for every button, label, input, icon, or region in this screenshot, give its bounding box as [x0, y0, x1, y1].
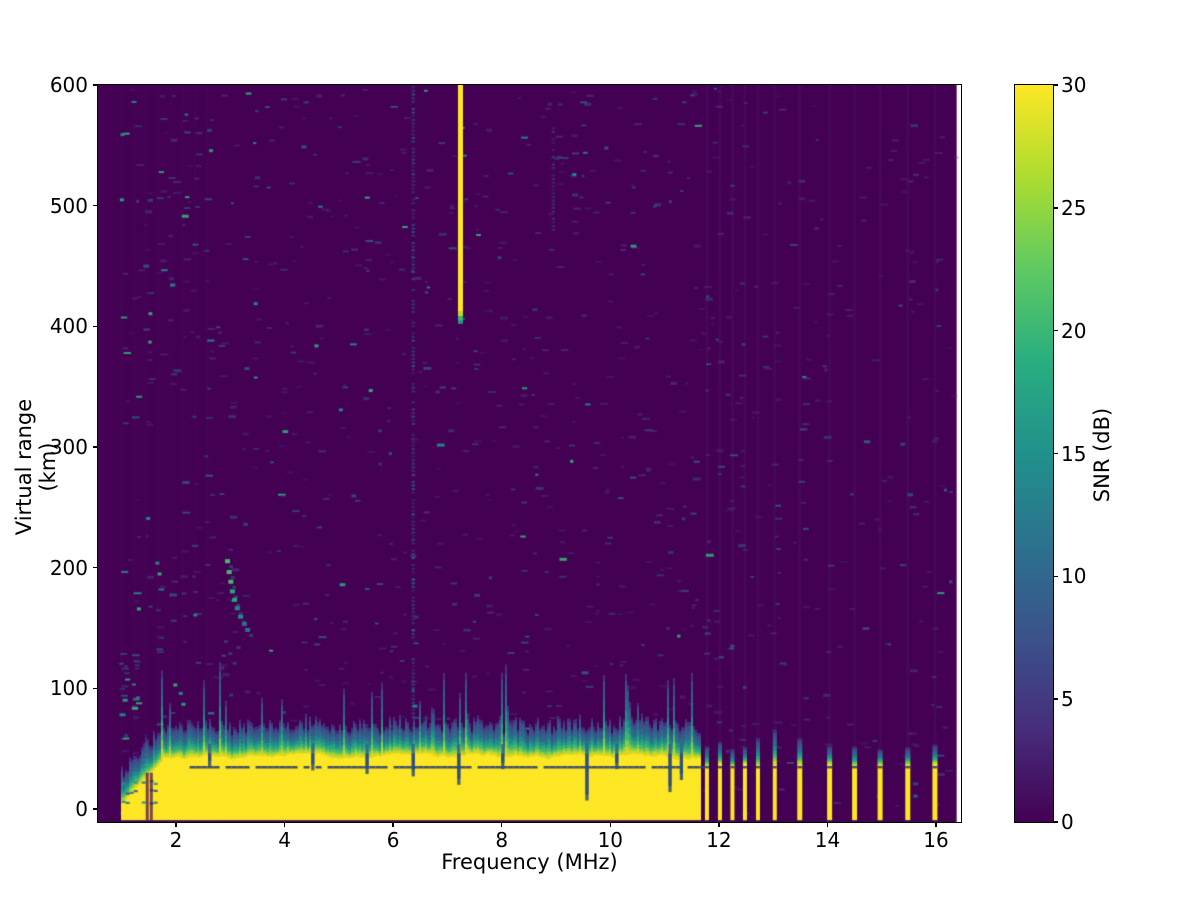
x-axis-label: Frequency (MHz) [441, 850, 618, 874]
colorbar-tick-label: 25 [1061, 195, 1087, 220]
y-tick-label: 0 [75, 796, 88, 821]
y-tick-label: 400 [49, 314, 88, 339]
colorbar-tick-mark [1053, 207, 1058, 209]
x-tick-label: 12 [706, 828, 732, 852]
colorbar-tick-mark [1053, 698, 1058, 700]
plot-frame [97, 84, 962, 823]
x-tick-label: 16 [923, 828, 949, 852]
x-tick-mark [175, 822, 177, 827]
colorbar-label: SNR (dB) [1090, 407, 1114, 503]
x-tick-label: 4 [278, 828, 291, 852]
colorbar-canvas [1015, 85, 1053, 822]
x-tick-mark [935, 822, 937, 827]
x-tick-mark [826, 822, 829, 827]
colorbar-tick-label: 5 [1061, 687, 1074, 712]
colorbar-tick-label: 30 [1061, 73, 1087, 97]
x-tick-mark [718, 822, 720, 827]
y-tick-label: 100 [49, 676, 88, 701]
y-tick-label: 600 [49, 73, 88, 97]
y-tick-mark [92, 687, 98, 690]
colorbar-tick-mark [1053, 84, 1058, 86]
y-axis-label: Virtual range (km) [12, 398, 60, 536]
x-tick-label: 2 [169, 828, 183, 852]
colorbar-tick-mark [1053, 821, 1058, 823]
y-tick-mark [92, 446, 98, 448]
colorbar-tick-mark [1053, 575, 1058, 578]
y-tick-mark [92, 204, 98, 207]
y-tick-mark [92, 84, 98, 86]
colorbar-tick-mark [1053, 452, 1058, 455]
y-tick-label: 200 [49, 555, 88, 580]
x-tick-label: 10 [597, 828, 624, 852]
colorbar-tick-label: 15 [1061, 441, 1087, 466]
colorbar-tick-label: 10 [1061, 564, 1087, 589]
x-tick-mark [283, 822, 286, 827]
y-tick-label: 500 [49, 193, 88, 218]
colorbar-tick-label: 20 [1061, 318, 1087, 343]
x-tick-label: 6 [386, 828, 400, 852]
x-tick-label: 14 [814, 828, 841, 852]
y-tick-mark [92, 566, 98, 569]
colorbar-frame [1014, 84, 1054, 823]
x-tick-mark [609, 822, 612, 827]
y-tick-label: 300 [49, 434, 88, 459]
x-tick-label: 8 [495, 828, 509, 852]
y-tick-mark [92, 808, 98, 810]
heatmap-canvas [98, 85, 961, 822]
x-tick-mark [500, 822, 503, 827]
colorbar-tick-mark [1053, 329, 1058, 332]
x-tick-mark [392, 822, 394, 827]
colorbar-tick-label: 0 [1061, 810, 1074, 834]
y-tick-mark [92, 325, 98, 328]
